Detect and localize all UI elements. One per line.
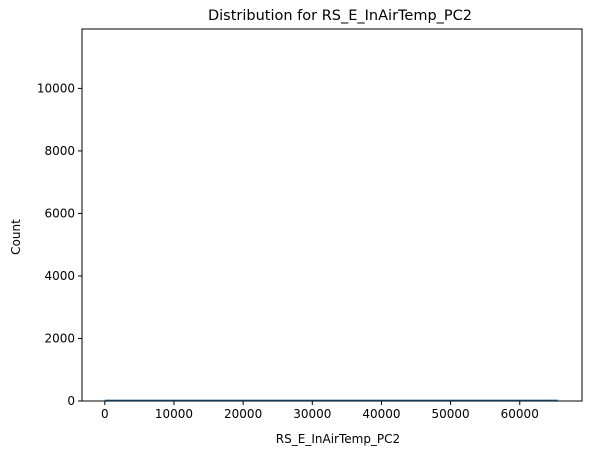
x-axis-label: RS_E_InAirTemp_PC2 [276, 432, 400, 446]
x-axis: 0 10000 20000 30000 40000 50000 60000 [101, 401, 539, 421]
y-tick-label: 10000 [37, 81, 75, 95]
y-tick-label: 6000 [44, 206, 75, 220]
x-tick-label: 0 [101, 407, 109, 421]
plot-frame [81, 28, 583, 402]
x-tick-label: 10000 [155, 407, 193, 421]
y-axis-label: Count [9, 219, 23, 255]
y-tick-label: 2000 [44, 331, 75, 345]
x-tick-label: 20000 [224, 407, 262, 421]
y-axis: 0 2000 4000 6000 8000 10000 [37, 81, 82, 408]
chart-title: Distribution for RS_E_InAirTemp_PC2 [208, 8, 472, 24]
x-tick-label: 30000 [293, 407, 331, 421]
x-tick-label: 60000 [501, 407, 539, 421]
y-tick-label: 4000 [44, 269, 75, 283]
x-tick-label: 50000 [432, 407, 470, 421]
x-tick-label: 40000 [362, 407, 400, 421]
y-tick-label: 8000 [44, 144, 75, 158]
y-tick-label: 0 [67, 394, 75, 408]
